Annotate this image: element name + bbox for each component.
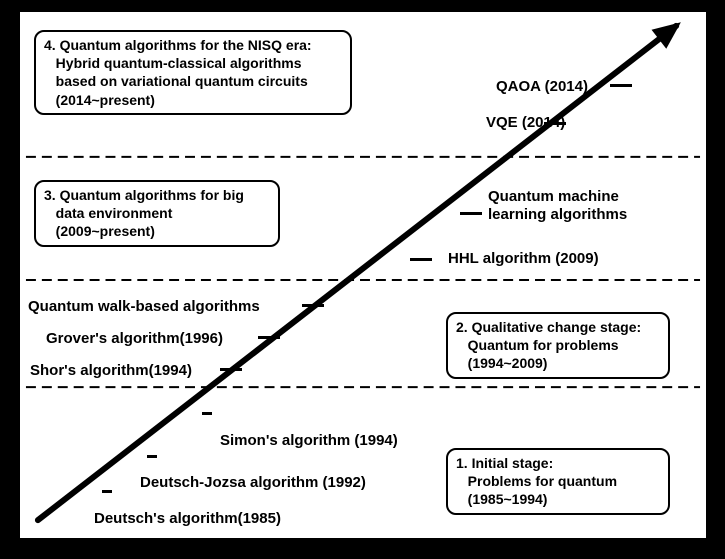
algorithm-label-5: Quantum walk-based algorithms bbox=[28, 298, 260, 315]
algorithm-label-7: Quantum machinelearning algorithms bbox=[488, 188, 627, 224]
tick-2 bbox=[202, 412, 212, 415]
tick-6 bbox=[410, 258, 432, 261]
stage-box-1: 1. Initial stage: Problems for quantum (… bbox=[446, 448, 670, 515]
algorithm-label-0: Deutsch's algorithm(1985) bbox=[94, 510, 281, 527]
stage-box-4: 4. Quantum algorithms for the NISQ era: … bbox=[34, 30, 352, 115]
algorithm-label-8: VQE (2014) bbox=[486, 114, 565, 131]
diagram-canvas: Deutsch's algorithm(1985) Deutsch-Jozsa a… bbox=[18, 10, 708, 540]
algorithm-label-9: QAOA (2014) bbox=[496, 78, 588, 95]
algorithm-label-1: Deutsch-Jozsa algorithm (1992) bbox=[140, 474, 366, 491]
algorithm-label-2: Simon's algorithm (1994) bbox=[220, 432, 398, 449]
tick-9 bbox=[610, 84, 632, 87]
algorithm-label-6: HHL algorithm (2009) bbox=[448, 250, 599, 267]
tick-4 bbox=[258, 336, 280, 339]
stage-box-2: 2. Qualitative change stage: Quantum for… bbox=[446, 312, 670, 379]
algorithm-label-4: Grover's algorithm(1996) bbox=[46, 330, 223, 347]
tick-5 bbox=[302, 304, 324, 307]
stage-box-3: 3. Quantum algorithms for big data envir… bbox=[34, 180, 280, 247]
tick-7 bbox=[460, 212, 482, 215]
tick-3 bbox=[220, 368, 242, 371]
tick-0 bbox=[102, 490, 112, 493]
tick-1 bbox=[147, 455, 157, 458]
algorithm-label-3: Shor's algorithm(1994) bbox=[30, 362, 192, 379]
